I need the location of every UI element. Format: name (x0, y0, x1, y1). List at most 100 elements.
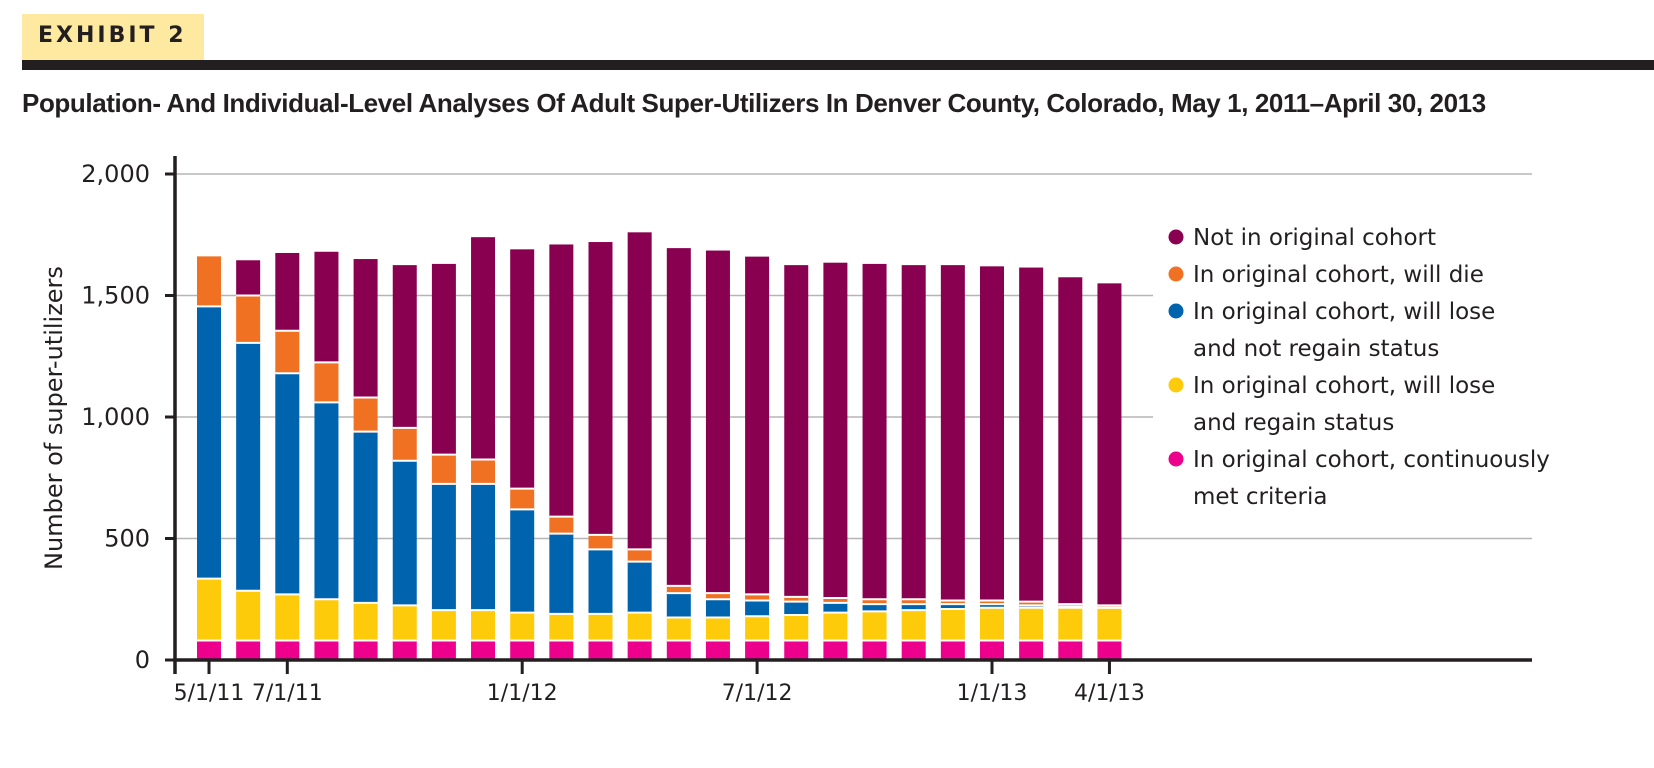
bar-segment-in-original-cohort-will-lose-and-regain-status (588, 613, 613, 641)
bar-segment-not-in-original-cohort (627, 232, 652, 550)
bar-segment-in-original-cohort-will-die (980, 600, 1004, 605)
bar-segment-in-original-cohort-will-lose-and-regain-status (431, 610, 456, 641)
exhibit-label: EXHIBIT 2 (38, 23, 187, 48)
bar-segment-in-original-cohort-continuously-met-criteria (823, 640, 848, 660)
legend-label: met criteria (1193, 484, 1328, 510)
bar-segment-in-original-cohort-will-die (823, 598, 848, 603)
legend-swatch (1168, 266, 1184, 282)
legend-swatch (1168, 229, 1184, 245)
bar-segment-in-original-cohort-will-lose-and-not-regain-status (784, 601, 809, 616)
bar-segment-in-original-cohort-continuously-met-criteria (1019, 640, 1044, 660)
y-axis-label: Number of super-utilizers (40, 266, 68, 570)
y-tick-label: 2,000 (81, 160, 150, 188)
x-tick-label: 7/1/12 (722, 681, 793, 706)
bar-segment-in-original-cohort-will-lose-and-not-regain-status (353, 431, 378, 603)
x-tick-label: 1/1/12 (487, 681, 558, 706)
y-tick-label: 1,000 (81, 403, 150, 431)
bar-segment-in-original-cohort-will-lose-and-regain-status (862, 611, 887, 641)
bar-segment-in-original-cohort-will-die (705, 593, 730, 600)
bar-segment-in-original-cohort-will-lose-and-regain-status (1058, 607, 1083, 641)
legend: Not in original cohort In original cohort… (1168, 225, 1550, 510)
bar-segment-in-original-cohort-will-die (1058, 604, 1083, 607)
bar-segment-in-original-cohort-will-die (431, 454, 456, 484)
bars (197, 232, 1122, 660)
legend-label: Not in original cohort (1193, 225, 1436, 251)
x-tick-label: 7/1/11 (252, 681, 323, 706)
bar-segment-in-original-cohort-will-die (862, 599, 887, 605)
bar-segment-in-original-cohort-continuously-met-criteria (549, 640, 574, 660)
bar-segment-in-original-cohort-will-die (197, 255, 221, 307)
bar-segment-in-original-cohort-will-lose-and-regain-status (1019, 607, 1044, 641)
legend-label: In original cohort, continuously (1193, 447, 1550, 473)
bar-segment-in-original-cohort-will-lose-and-regain-status (275, 594, 300, 641)
bar-segment-in-original-cohort-continuously-met-criteria (940, 640, 965, 660)
bar-segment-in-original-cohort-will-die (627, 549, 652, 562)
bar-segment-in-original-cohort-will-lose-and-regain-status (1097, 607, 1122, 641)
bar-segment-in-original-cohort-continuously-met-criteria (392, 640, 417, 660)
legend-swatch (1168, 451, 1184, 467)
bar-segment-in-original-cohort-will-die (940, 600, 965, 605)
bar-segment-in-original-cohort-will-die (392, 427, 417, 461)
bar-segment-in-original-cohort-will-lose-and-regain-status (901, 610, 926, 641)
bar-segment-not-in-original-cohort (471, 237, 496, 460)
bar-segment-in-original-cohort-will-lose-and-not-regain-status (940, 604, 965, 609)
bar-segment-not-in-original-cohort (275, 252, 300, 331)
bar-segment-in-original-cohort-will-lose-and-regain-status (940, 608, 965, 641)
bar-segment-in-original-cohort-will-lose-and-regain-status (392, 605, 417, 641)
bar-segment-in-original-cohort-will-lose-and-regain-status (980, 607, 1004, 641)
bar-segment-in-original-cohort-will-lose-and-not-regain-status (197, 306, 221, 579)
bar-segment-in-original-cohort-will-die (549, 516, 574, 534)
gridlines (175, 173, 1532, 540)
bar-segment-not-in-original-cohort (549, 244, 574, 517)
bar-segment-in-original-cohort-continuously-met-criteria (1058, 640, 1083, 660)
bar-segment-in-original-cohort-will-lose-and-not-regain-status (745, 600, 770, 617)
bar-segment-in-original-cohort-will-lose-and-regain-status (471, 610, 496, 641)
bar-segment-not-in-original-cohort (588, 242, 613, 535)
axes: 0 500 1,000 1,500 2,000 5/1/11 7/1/11 1/1/12 7/1… (81, 156, 1532, 706)
bar-segment-in-original-cohort-will-lose-and-not-regain-status (588, 549, 613, 614)
bar-segment-not-in-original-cohort (236, 260, 261, 296)
bar-segment-in-original-cohort-will-lose-and-regain-status (666, 617, 691, 641)
bar-segment-not-in-original-cohort (901, 265, 926, 600)
legend-label: In original cohort, will lose (1193, 373, 1495, 399)
bar-segment-in-original-cohort-will-die (745, 594, 770, 601)
bar-segment-in-original-cohort-continuously-met-criteria (431, 640, 456, 660)
bar-segment-in-original-cohort-continuously-met-criteria (901, 640, 926, 660)
bar-segment-in-original-cohort-will-lose-and-not-regain-status (431, 483, 456, 611)
bar-segment-not-in-original-cohort (510, 249, 535, 489)
bar-segment-in-original-cohort-will-lose-and-regain-status (745, 616, 770, 641)
bar-segment-in-original-cohort-will-lose-and-not-regain-status (275, 373, 300, 595)
bar-segment-in-original-cohort-will-die (314, 362, 339, 403)
bar-segment-not-in-original-cohort (940, 265, 965, 601)
bar-segment-in-original-cohort-will-lose-and-not-regain-status (510, 509, 535, 613)
bar-segment-in-original-cohort-will-lose-and-regain-status (823, 612, 848, 641)
bar-segment-in-original-cohort-continuously-met-criteria (588, 640, 613, 660)
bar-segment-in-original-cohort-will-lose-and-not-regain-status (314, 402, 339, 600)
bar-segment-not-in-original-cohort (1097, 283, 1122, 606)
legend-background (1153, 210, 1532, 520)
bar-segment-in-original-cohort-continuously-met-criteria (980, 640, 1004, 660)
legend-label: In original cohort, will lose (1193, 299, 1495, 325)
bar-segment-not-in-original-cohort (353, 259, 378, 398)
bar-segment-in-original-cohort-will-lose-and-not-regain-status (823, 602, 848, 613)
bar-segment-not-in-original-cohort (314, 251, 339, 363)
bar-segment-not-in-original-cohort (666, 248, 691, 586)
bar-segment-in-original-cohort-continuously-met-criteria (1097, 640, 1122, 660)
bar-segment-in-original-cohort-continuously-met-criteria (627, 640, 652, 660)
exhibit-tag: EXHIBIT 2 (22, 14, 204, 60)
y-tick-label: 1,500 (81, 282, 150, 310)
bar-segment-not-in-original-cohort (784, 265, 809, 597)
bar-segment-in-original-cohort-will-die (353, 397, 378, 432)
legend-label: and not regain status (1193, 336, 1439, 362)
bar-segment-in-original-cohort-will-lose-and-regain-status (549, 613, 574, 641)
x-tick-label: 4/1/13 (1074, 681, 1145, 706)
bar-segment-in-original-cohort-will-die (784, 596, 809, 602)
bar-segment-in-original-cohort-will-lose-and-not-regain-status (901, 604, 926, 611)
bar-segment-in-original-cohort-will-lose-and-regain-status (353, 602, 378, 641)
bar-segment-not-in-original-cohort (705, 250, 730, 594)
legend-label: In original cohort, will die (1193, 262, 1484, 288)
legend-swatch (1168, 377, 1184, 393)
bar-segment-in-original-cohort-will-die (236, 295, 261, 343)
bar-segment-in-original-cohort-will-lose-and-not-regain-status (549, 533, 574, 614)
